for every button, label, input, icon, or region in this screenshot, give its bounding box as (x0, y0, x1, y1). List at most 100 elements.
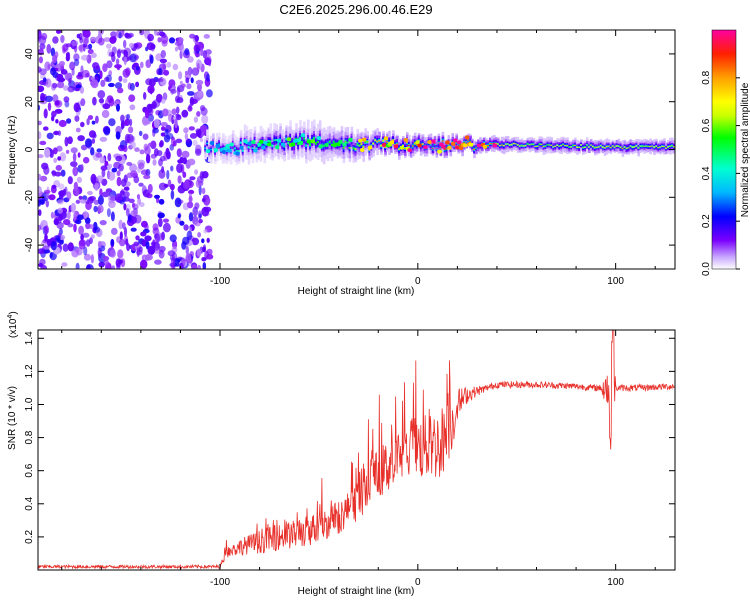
noise-cell (139, 149, 145, 155)
noise-cell (90, 36, 97, 42)
noise-cell (165, 147, 170, 158)
signal-blob (267, 142, 272, 147)
signal-blob (468, 142, 474, 147)
noise-cell (57, 77, 66, 83)
noise-cell (120, 114, 125, 123)
signal-blob (389, 140, 395, 145)
signal-cell (407, 144, 411, 147)
noise-cell (80, 164, 84, 172)
noise-cell (129, 82, 135, 91)
noise-cell (156, 150, 163, 157)
spectrogram-ylabel: Frequency (Hz) (7, 116, 18, 185)
noise-cell (174, 46, 179, 52)
noise-cell (119, 238, 126, 247)
noise-cell (138, 182, 144, 187)
noise-cell (118, 219, 123, 230)
signal-cell (649, 145, 652, 147)
noise-cell (158, 67, 163, 76)
noise-cell (152, 127, 159, 134)
signal-cell (382, 139, 385, 142)
noise-cell (67, 223, 74, 228)
noise-cell (75, 262, 80, 269)
noise-cell (160, 50, 166, 59)
noise-cell (153, 248, 161, 254)
noise-cell (109, 36, 117, 44)
noise-cell (148, 104, 156, 109)
noise-cell (201, 197, 206, 203)
noise-cell (150, 153, 157, 159)
noise-cell (162, 92, 168, 101)
colorbar-tick-label: 0.6 (701, 118, 712, 132)
signal-cell (641, 145, 644, 147)
signal-cell (265, 143, 269, 146)
signal-cell (453, 145, 456, 147)
noise-cell (38, 35, 47, 45)
noise-cell (46, 43, 52, 54)
noise-cell (159, 140, 164, 147)
noise-cell (53, 218, 59, 226)
noise-cell (38, 185, 42, 194)
noise-cell (86, 118, 90, 126)
x-tick-label: -100 (210, 577, 230, 588)
noise-cell (192, 139, 198, 147)
noise-cell (75, 199, 81, 204)
y-tick-label: 1.4 (24, 331, 35, 345)
signal-blob (221, 150, 227, 154)
signal-cell (536, 145, 540, 147)
noise-cell (201, 114, 209, 124)
signal-cell (506, 143, 510, 145)
signal-blob (205, 149, 211, 154)
noise-cell (121, 178, 127, 187)
noise-cell (196, 111, 201, 117)
signal-cell (368, 148, 371, 151)
noise-cell (187, 158, 196, 166)
noise-cell (85, 44, 90, 50)
signal-cell (548, 144, 551, 146)
noise-cell (159, 58, 167, 64)
noise-cell (206, 89, 213, 98)
signal-cell (627, 147, 631, 149)
noise-cell (130, 210, 137, 217)
signal-cell (398, 148, 401, 150)
signal-cell (406, 141, 409, 144)
noise-cell (44, 148, 51, 158)
noise-cell (193, 116, 198, 123)
noise-cell (165, 132, 174, 140)
signal-cell (235, 149, 239, 152)
noise-cell (94, 182, 99, 191)
signal-cell (589, 144, 593, 146)
noise-cell (57, 207, 63, 214)
noise-cell (203, 34, 210, 39)
noise-cell (47, 102, 52, 111)
noise-cell (62, 243, 69, 252)
noise-cell (67, 86, 75, 93)
noise-cell (123, 226, 128, 237)
signal-cell (445, 148, 449, 150)
noise-cell (116, 176, 122, 187)
noise-cell (57, 156, 62, 161)
noise-cell (187, 56, 194, 63)
noise-cell (52, 36, 59, 44)
noise-cell (129, 163, 138, 173)
noise-cell (162, 62, 167, 71)
noise-cell (206, 73, 210, 82)
signal-cell (558, 145, 561, 147)
noise-cell (202, 244, 207, 252)
noise-cell (52, 82, 58, 89)
signal-blob (458, 146, 464, 150)
noise-cell (198, 185, 202, 196)
noise-cell (82, 44, 86, 52)
signal-blob (342, 142, 348, 147)
noise-cell (110, 31, 117, 38)
noise-cell (102, 63, 108, 73)
y-tick-label: 0.2 (24, 530, 35, 544)
signal-cell (322, 144, 326, 147)
snr-frame (37, 329, 676, 571)
x-tick-label: 100 (607, 276, 624, 287)
noise-cell (113, 161, 121, 169)
noise-cell (202, 262, 207, 269)
noise-cell (201, 171, 209, 179)
noise-cell (85, 264, 94, 269)
noise-cell (191, 264, 198, 269)
signal-cell (285, 137, 288, 141)
